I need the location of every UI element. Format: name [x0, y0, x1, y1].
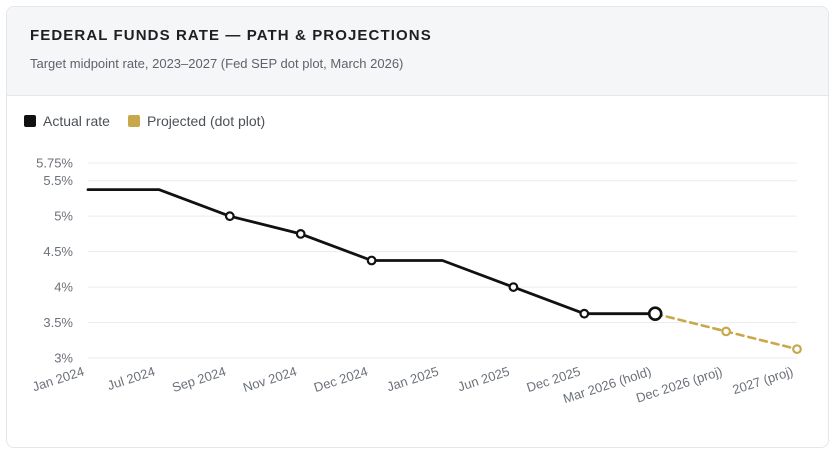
x-tick-label: Jan 2024 [30, 364, 86, 395]
x-tick-label: Jun 2025 [456, 364, 512, 395]
legend-swatch-projected [127, 115, 140, 127]
chart-card: FEDERAL FUNDS RATE — PATH & PROJECTIONS … [6, 6, 829, 448]
x-tick-label: Nov 2024 [241, 364, 299, 395]
projected-point [792, 344, 802, 355]
legend-label-projected: Projected (dot plot) [146, 113, 266, 129]
chart-header: FEDERAL FUNDS RATE — PATH & PROJECTIONS … [7, 7, 828, 96]
x-tick-label: Dec 2024 [312, 364, 370, 395]
x-tick-label: Jan 2025 [385, 364, 441, 395]
y-tick-label: 4% [54, 280, 73, 295]
y-tick-label: 5.5% [43, 173, 73, 188]
x-tick-label: Sep 2024 [170, 364, 228, 395]
legend-label-actual: Actual rate [43, 113, 110, 129]
y-tick-label: 4.5% [43, 244, 73, 259]
actual-point [224, 211, 235, 222]
actual-point [366, 255, 377, 266]
legend-item-actual[interactable]: Actual rate [24, 113, 110, 129]
chart-legend: Actual rate Projected (dot plot) [24, 113, 265, 129]
actual-point [295, 229, 306, 239]
actual-point [579, 308, 590, 319]
projected-point [721, 326, 731, 337]
legend-item-projected[interactable]: Projected (dot plot) [127, 113, 266, 129]
x-tick-label: 2027 (proj) [730, 364, 794, 398]
y-tick-label: 3.5% [43, 315, 73, 330]
chart-title: FEDERAL FUNDS RATE — PATH & PROJECTIONS [30, 27, 432, 44]
legend-swatch-actual [24, 115, 36, 127]
y-tick-label: 5.75% [36, 156, 73, 171]
chart-subtitle: Target midpoint rate, 2023–2027 (Fed SEP… [30, 56, 404, 71]
y-tick-label: 3% [54, 351, 73, 366]
x-tick-label: Jul 2024 [105, 364, 156, 393]
highlight-point [647, 306, 663, 321]
y-tick-label: 5% [54, 209, 73, 224]
actual-point [508, 282, 519, 292]
